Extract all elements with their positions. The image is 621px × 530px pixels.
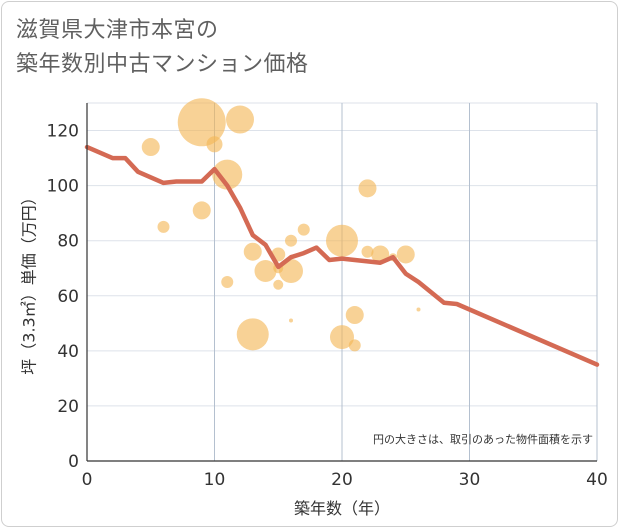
x-tick-label: 10 <box>204 470 226 490</box>
bubble-point <box>212 159 243 190</box>
bubble-layer <box>141 98 421 352</box>
bubble-point <box>157 220 170 233</box>
x-axis-label: 築年数（年） <box>294 499 390 518</box>
bubble-point <box>289 318 293 323</box>
grid-lines <box>87 102 598 461</box>
bubble-point <box>285 234 297 247</box>
y-tick-label: 80 <box>57 232 79 252</box>
x-tick-label: 20 <box>331 470 353 490</box>
bubble-point <box>273 279 284 290</box>
chart-title: 滋賀県大津市本宮の 築年数別中古マンション価格 <box>16 14 309 82</box>
y-tick-label: 0 <box>68 452 79 472</box>
y-axis-label: 坪（3.3㎡）単価（万円） <box>20 189 39 374</box>
y-tick-label: 100 <box>47 177 79 197</box>
y-tick-label: 20 <box>57 397 79 417</box>
bubble-point <box>192 201 211 220</box>
bubble-point <box>416 307 421 312</box>
bubble-point <box>206 136 223 153</box>
title-line-1: 滋賀県大津市本宮の <box>16 18 219 43</box>
bubble-point <box>177 98 226 147</box>
y-tick-label: 120 <box>47 122 79 142</box>
bubble-point <box>361 245 374 258</box>
bubble-point <box>297 223 310 236</box>
bubble-point <box>221 276 234 288</box>
x-tick-label: 40 <box>586 470 608 490</box>
bubble-point <box>345 306 364 325</box>
bubble-point <box>358 179 377 198</box>
trend-line-layer <box>84 144 600 367</box>
size-note: 円の大きさは、取引のあった物件面積を示す <box>373 432 593 446</box>
bubble-point <box>254 259 277 282</box>
bubble-point <box>236 318 269 351</box>
bubble-point <box>348 339 361 352</box>
x-tick-label: 30 <box>459 470 481 490</box>
bubble-point <box>396 245 415 264</box>
average-price-line <box>84 144 600 367</box>
bubble-point <box>279 258 303 283</box>
bubble-point <box>326 224 358 257</box>
title-line-2: 築年数別中古マンション価格 <box>16 52 309 77</box>
x-tick-label: 0 <box>82 470 93 490</box>
axes: 0 20 40 60 80 100 120 0 10 20 30 40 <box>47 103 608 490</box>
bubble-point <box>243 242 262 261</box>
bubble-point <box>141 138 160 157</box>
y-tick-label: 40 <box>57 342 79 362</box>
bubble-point <box>330 325 354 350</box>
bubble-point <box>226 105 254 134</box>
y-tick-label: 60 <box>57 287 79 307</box>
